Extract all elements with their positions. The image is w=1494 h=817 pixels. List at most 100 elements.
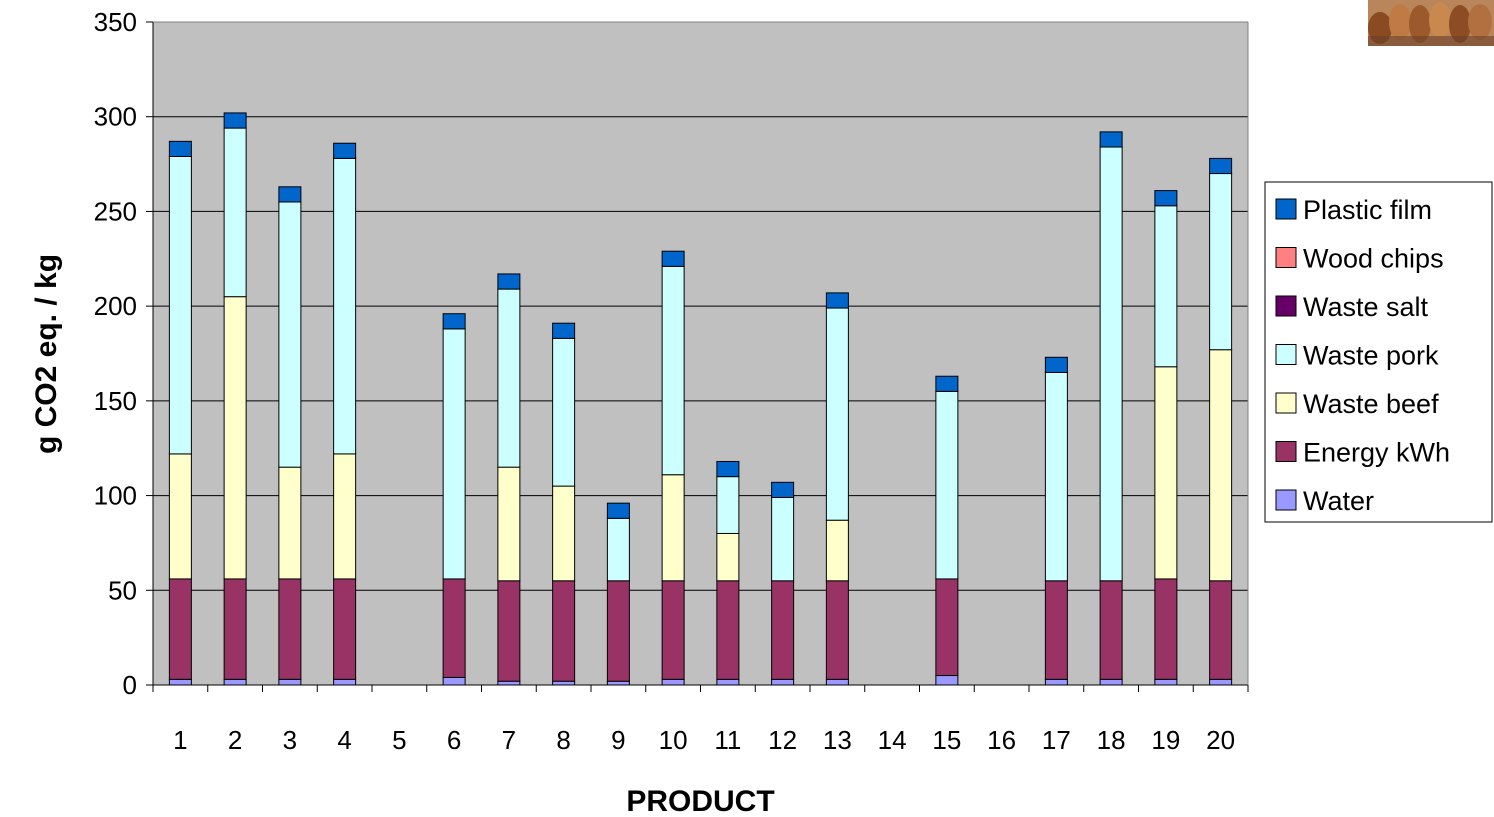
bar-segment-energy-kwh	[1044, 580, 1068, 680]
bar-segment-plastic-film	[716, 460, 740, 478]
x-tick-label: 12	[768, 725, 797, 755]
bar-segment-waste-pork	[1099, 146, 1123, 582]
legend-swatch	[1275, 344, 1297, 365]
x-tick-label: 15	[932, 725, 961, 755]
x-tick-label: 13	[823, 725, 852, 755]
bar-segment-waste-pork	[606, 517, 630, 582]
bar-segment-water	[1209, 678, 1233, 686]
bar-segment-waste-pork	[716, 476, 740, 534]
bar-segment-waste-pork	[333, 157, 357, 455]
x-tick-label: 17	[1042, 725, 1071, 755]
sausage-photo	[1368, 0, 1494, 48]
bar-segment-plastic-film	[333, 142, 357, 159]
x-tick-label: 7	[502, 725, 516, 755]
legend-label: Wood chips	[1303, 244, 1444, 274]
bar-segment-water	[1154, 678, 1178, 686]
x-tick-label: 16	[987, 725, 1016, 755]
bar-segment-energy-kwh	[552, 580, 576, 682]
bar-segment-plastic-film	[1154, 190, 1178, 207]
y-tick-label: 150	[94, 386, 137, 416]
x-tick-label: 10	[659, 725, 688, 755]
bar-segment-waste-beef	[497, 466, 521, 582]
legend-box	[1264, 181, 1493, 523]
bar-segment-plastic-film	[442, 313, 466, 330]
legend-label: Waste pork	[1303, 341, 1439, 371]
x-tick-labels: 1 2 3 4 5 6 7 8 9 10 11 12 13 14 15 16 17 18 19 20	[173, 725, 1235, 755]
legend-swatch	[1275, 295, 1297, 317]
bar-segment-plastic-film	[497, 273, 521, 290]
bar-segment-energy-kwh	[1154, 578, 1178, 680]
bars	[168, 112, 1233, 686]
bar-segment-plastic-film	[552, 322, 576, 339]
bar-segment-water	[825, 678, 849, 686]
bar-segment-plastic-film	[771, 481, 795, 498]
legend-swatch	[1275, 392, 1297, 414]
bar-segment-plastic-film	[278, 186, 302, 203]
y-tick-label: 250	[94, 196, 137, 226]
bar-segment-water	[497, 680, 521, 686]
bar-segment-energy-kwh	[1099, 580, 1123, 680]
legend-label: Energy kWh	[1303, 438, 1450, 468]
legend: Plastic film Wood chips Waste salt Waste po…	[1264, 181, 1493, 523]
bar-segment-water	[661, 678, 685, 686]
bar-segment-waste-beef	[552, 485, 576, 582]
bar-segment-energy-kwh	[497, 580, 521, 682]
bar-segment-water	[168, 678, 192, 686]
x-tick-label: 3	[283, 725, 297, 755]
x-tick-label: 5	[392, 725, 406, 755]
bar-segment-energy-kwh	[661, 580, 685, 680]
bar-segment-plastic-film	[825, 292, 849, 309]
bar-segment-plastic-film	[1099, 131, 1123, 148]
bar-segment-waste-pork	[278, 201, 302, 468]
bar-segment-waste-pork	[497, 288, 521, 468]
x-tick-label: 6	[447, 725, 461, 755]
legend-swatch	[1275, 489, 1297, 511]
bar-segment-waste-beef	[1154, 366, 1178, 580]
axes	[146, 21, 1249, 692]
bar-segment-waste-pork	[442, 328, 466, 580]
bar-segment-water	[606, 680, 630, 686]
bar-segment-water	[771, 678, 795, 686]
x-tick-label: 19	[1151, 725, 1180, 755]
x-tick-label: 11	[714, 725, 741, 755]
bar-segment-waste-pork	[1154, 205, 1178, 368]
y-tick-label: 300	[94, 102, 137, 132]
bar-segment-waste-pork	[771, 496, 795, 582]
bar-segment-waste-beef	[1209, 349, 1233, 582]
bar-segment-energy-kwh	[716, 580, 740, 680]
bar-segment-waste-pork	[1209, 173, 1233, 351]
bar-segment-waste-pork	[1044, 371, 1068, 582]
bar-segment-waste-beef	[278, 466, 302, 580]
x-tick-label: 20	[1206, 725, 1235, 755]
bar-segment-plastic-film	[935, 375, 959, 392]
bar-segment-waste-pork	[552, 337, 576, 487]
bar-segment-waste-pork	[661, 265, 685, 476]
bar-segment-waste-beef	[716, 532, 740, 582]
y-tick-label: 0	[123, 670, 137, 700]
x-tick-label: 18	[1097, 725, 1126, 755]
bar-segment-energy-kwh	[935, 578, 959, 677]
bar-segment-waste-pork	[168, 155, 192, 455]
bar-segment-waste-pork	[825, 307, 849, 521]
bar-segment-energy-kwh	[223, 578, 247, 680]
legend-label: Plastic film	[1303, 195, 1432, 225]
bar-segment-waste-beef	[223, 296, 247, 580]
bar-segment-energy-kwh	[606, 580, 630, 682]
bar-segment-waste-beef	[168, 453, 192, 580]
bar-segment-energy-kwh	[278, 578, 302, 680]
y-axis-title: g CO2 eq. / kg	[30, 254, 63, 454]
legend-swatch	[1275, 198, 1297, 220]
bar-segment-energy-kwh	[771, 580, 795, 680]
x-axis-title: PRODUCT	[626, 785, 774, 817]
bar-segment-waste-beef	[825, 519, 849, 582]
bar-segment-water	[1044, 678, 1068, 686]
bar-segment-waste-pork	[223, 127, 247, 298]
x-tick-label: 2	[228, 725, 242, 755]
bar-segment-waste-beef	[661, 474, 685, 582]
bar-segment-water	[552, 680, 576, 686]
bar-segment-waste-pork	[935, 390, 959, 580]
bar-segment-plastic-film	[1044, 356, 1068, 373]
x-tick-label: 4	[337, 725, 351, 755]
y-tick-label: 350	[94, 7, 137, 37]
